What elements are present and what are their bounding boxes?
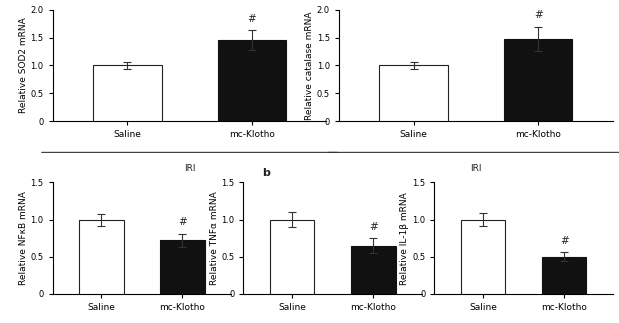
Text: #: #: [560, 235, 568, 245]
Text: #: #: [248, 14, 256, 24]
Text: b: b: [262, 168, 270, 178]
Text: #: #: [178, 217, 187, 227]
Bar: [93, 66, 162, 121]
Bar: [217, 40, 286, 121]
Bar: [270, 220, 314, 294]
Bar: [79, 220, 124, 294]
Bar: [379, 66, 448, 121]
Y-axis label: Relative IL-1β mRNA: Relative IL-1β mRNA: [400, 192, 409, 285]
Bar: [351, 245, 396, 294]
Y-axis label: Relative SOD2 mRNA: Relative SOD2 mRNA: [19, 17, 28, 113]
Y-axis label: Relative NFκB mRNA: Relative NFκB mRNA: [19, 191, 28, 285]
Text: #: #: [369, 222, 378, 232]
Bar: [504, 39, 573, 121]
Bar: [160, 240, 205, 294]
Y-axis label: Relative catalase mRNA: Relative catalase mRNA: [305, 11, 314, 120]
Bar: [461, 220, 505, 294]
Text: IRI: IRI: [470, 163, 482, 172]
Text: #: #: [534, 10, 542, 20]
Bar: [542, 257, 586, 294]
Y-axis label: Relative TNFα mRNA: Relative TNFα mRNA: [210, 191, 219, 285]
Text: IRI: IRI: [184, 163, 196, 172]
